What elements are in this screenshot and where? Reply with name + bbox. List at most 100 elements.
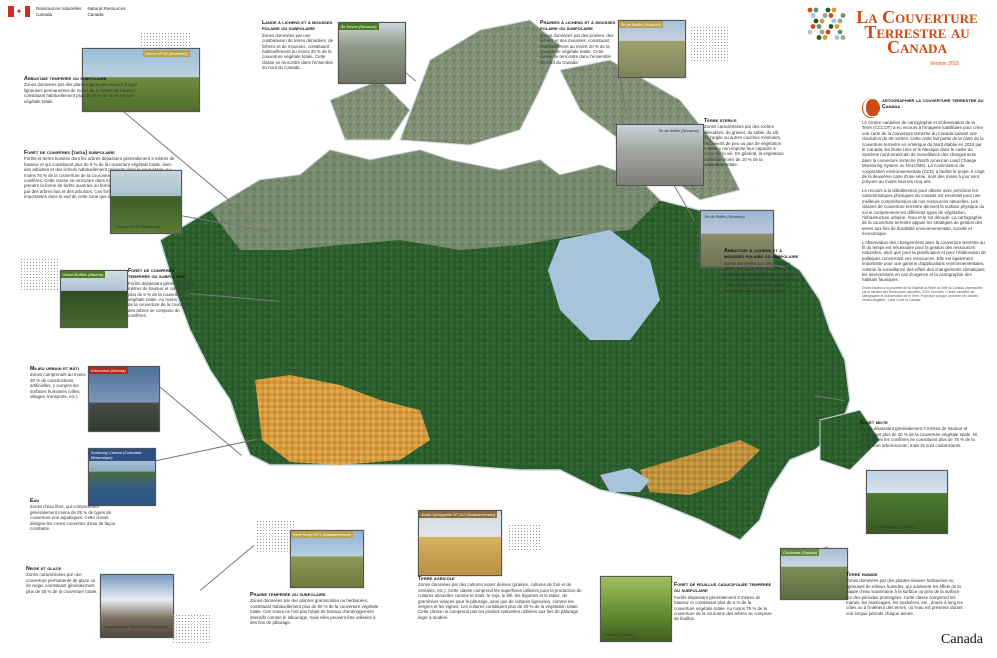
block-text: Zones caractérisées par une couverture p… — [26, 572, 98, 594]
arctic-islands — [399, 19, 561, 146]
photo-terre-humide: Cochrane (Ontario) — [780, 548, 848, 600]
logo-hex-cell — [807, 7, 813, 13]
atlantic-provinces — [819, 409, 881, 471]
photo-label: South Qu'Appelle Nº 157 (Saskatchewan) — [419, 511, 498, 518]
photo-foret-feuillus: Halton (Ontario) — [600, 576, 672, 642]
locator-minimap — [690, 26, 730, 62]
block-text: Zones comprenant au moins 30 % de constr… — [30, 372, 86, 400]
photo-label: Improvement District Nº 9 (Alberta) — [105, 624, 167, 629]
photo-label: Wood Buffalo (Alberta) — [61, 271, 106, 278]
block-title: Arbustaie à lichens et à mousses polaire… — [724, 248, 799, 261]
legend-block-prairie-temperee: Prairie tempérée ou subpolaire Zones dom… — [250, 592, 382, 625]
photo-label: Cochrane (Ontario) — [781, 549, 820, 556]
block-title: Terre stérile — [704, 118, 737, 124]
block-text: Zones dominées par des plantes vivaces h… — [846, 578, 963, 616]
logo-hex-cell — [834, 35, 840, 40]
photo-label: Île Devon (Nunavut) — [339, 23, 379, 30]
photo-lande-polaire: Île Devon (Nunavut) — [338, 22, 406, 84]
locator-minimap — [172, 614, 212, 644]
logo-hex-cell — [828, 24, 834, 29]
photo-terre-sterile: Île de Baffin (Nunavut) — [616, 124, 704, 186]
logo-hex-cell — [828, 13, 834, 18]
photo-arbustaie-temperee: Dériva Nº 59 (Manitoba) — [82, 48, 200, 112]
logo-hex-cell — [810, 24, 816, 29]
title-line-2: Terrestre au — [864, 22, 970, 42]
legend-block-terre-agricole: Terre agricole Zones dominées par des cu… — [418, 576, 586, 620]
org-name-en: Natural Resources Canada — [87, 6, 126, 17]
block-title: Terre humide — [846, 572, 878, 578]
photo-label: Kootenay Central (Colombie-Britannique) — [89, 449, 155, 461]
locator-minimap — [508, 524, 542, 552]
great-lakes — [600, 468, 650, 492]
government-signature: ✦ Ressources naturelles Canada Natural R… — [8, 6, 126, 17]
photo-label: Île de Baffin (Nunavut) — [705, 214, 745, 219]
logo-hex-cell — [813, 7, 819, 13]
photo-label: Division Nº 23 (Manitoba) — [115, 224, 161, 229]
logo-hex-cell — [840, 35, 846, 40]
logo-hex-cell — [813, 18, 819, 24]
photo-milieu-urbain: Edmonton (Alberta) — [88, 366, 160, 432]
photo-eau: Kootenay Central (Colombie-Britannique) — [88, 448, 156, 506]
legend-block-foret-feuillus: Forêt de feuillus caducifoliée tempérée … — [674, 582, 772, 622]
legend-block-foret-mixte: Forêt mixte Forêts dépassant généralemen… — [860, 420, 980, 448]
block-title: Prairies à lichens et à mousses polaire … — [540, 20, 616, 33]
intro-paragraph-3: L'observation des changements dans la co… — [862, 239, 986, 283]
intro-heading: artographier la couverture terrestre au … — [882, 98, 984, 111]
photo-label: Halton (Ontario) — [605, 632, 634, 637]
title-line-1: La Couverture — [856, 7, 978, 27]
legend-block-arbustaie-temperee: Arbustaie tempérée ou subpolaire Zones d… — [24, 76, 150, 104]
logo-hex-cell — [819, 29, 825, 35]
northern-islands — [329, 79, 411, 141]
photo-terre-agricole: South Qu'Appelle Nº 157 (Saskatchewan) — [418, 510, 502, 576]
block-title: Forêt de conifères tempérée ou subpolair… — [128, 268, 186, 281]
block-title: Lande à lichens et à mousses polaire ou … — [262, 20, 333, 33]
logo-hex-cell — [834, 24, 840, 29]
title-line-3: Canada — [887, 37, 947, 57]
block-text: Zones dominées par des plantes graminoïd… — [250, 598, 379, 626]
legend-block-eau: Eau Zones d'eau libre, qui comprennent g… — [30, 498, 120, 531]
logo-hex-cell — [816, 24, 822, 29]
intro-paragraph-2: Le recours à la télédétection pour obten… — [862, 187, 985, 237]
legend-block-lande-polaire: Lande à lichens et à mousses polaire ou … — [262, 20, 334, 71]
southern-agriculture — [640, 440, 760, 495]
block-text: Zones dominées par des cultures assez de… — [418, 582, 582, 620]
logo-hex-cell — [807, 29, 813, 35]
legend-block-foret-taiga: Forêt de conifères (taïga) subpolaire Fo… — [24, 150, 176, 200]
map-title: La Couverture Terrestre au Canada — [838, 7, 996, 57]
block-text: Forêts dépassant généralement 3 mètres d… — [674, 594, 772, 622]
photo-neige-glace: Improvement District Nº 9 (Alberta) — [100, 574, 174, 638]
logo-hex-cell — [816, 35, 822, 40]
hex-mosaic-logo-icon — [807, 7, 846, 40]
photo-prairie-temperee: Kent Rusty Nº 1 (Saskatchewan) — [290, 530, 364, 588]
logo-hex-cell — [831, 7, 837, 13]
legend-block-terre-sterile: Terre stérile Zones caractérisées par de… — [704, 118, 784, 168]
logo-hex-cell — [840, 13, 846, 18]
block-text: Zones dominées par des prairies, des lic… — [540, 32, 614, 65]
block-title: Forêt de conifères (taïga) subpolaire — [24, 150, 115, 156]
photo-foret-taiga: Division Nº 23 (Manitoba) — [110, 170, 182, 234]
canada-flag-icon: ✦ — [8, 6, 30, 17]
block-text: Zones d'eau libre, qui comprennent génér… — [30, 504, 116, 532]
block-text: Zones dominées par une combinaison de te… — [262, 32, 334, 71]
logo-hex-cell — [822, 13, 828, 18]
logo-hex-cell — [810, 13, 816, 18]
block-title: Forêt de feuillus caducifoliée tempérée … — [674, 582, 772, 595]
legend-block-neige-glace: Neige et glace Zones caractérisées par u… — [26, 566, 98, 594]
photo-label: Edmonton (Alberta) — [89, 367, 128, 374]
block-text: Zones dominées par des arbustes nains, d… — [724, 260, 798, 293]
logo-hex-cell — [831, 18, 837, 24]
block-title: Neige et glace — [26, 566, 62, 572]
intro-paragraph-1: Le Centre canadien de cartographie et d'… — [862, 120, 985, 185]
photo-label: Dériva Nº 59 (Manitoba) — [143, 50, 190, 57]
legend-block-terre-humide: Terre humide Zones dominées par des plan… — [846, 572, 964, 616]
version-label: Version 2015 — [930, 61, 960, 67]
logo-hex-cell — [825, 7, 831, 13]
northern-tundra — [210, 150, 660, 250]
legend-block-prairie-polaire: Prairies à lichens et à mousses polaire … — [540, 20, 616, 65]
locator-minimap — [20, 258, 60, 290]
block-title: Forêt mixte — [860, 420, 888, 426]
photo-foret-mixte: Drummington (Québec) — [866, 470, 948, 534]
block-title: Arbustaie tempérée ou subpolaire — [24, 76, 107, 82]
locator-minimap — [256, 520, 296, 552]
photo-label: Île de Baffin (Nunavut) — [659, 128, 699, 133]
